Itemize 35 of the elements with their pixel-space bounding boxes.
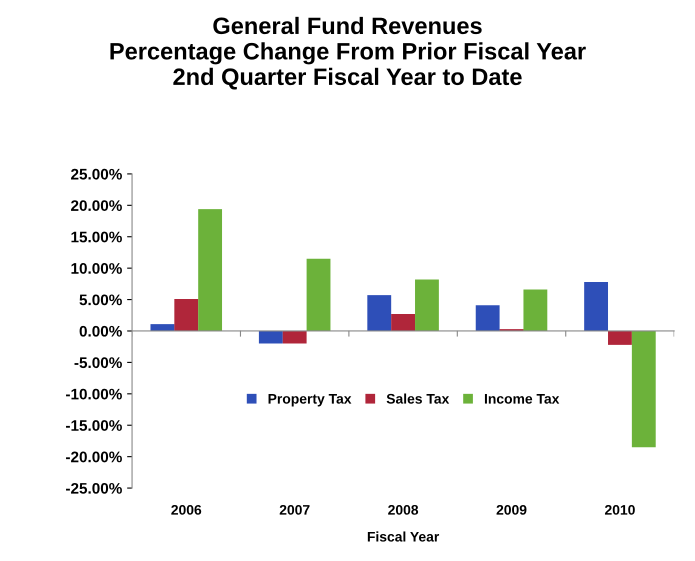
bar	[415, 279, 439, 331]
y-tick-label: 15.00%	[71, 232, 122, 242]
y-tick-label: 25.00%	[71, 168, 122, 180]
bar	[584, 282, 608, 331]
bar	[476, 305, 500, 331]
bar	[632, 330, 656, 448]
bar	[523, 290, 548, 331]
bar	[608, 330, 632, 345]
legend-label: Income Tax	[484, 394, 560, 404]
y-tick-label: -5.00%	[74, 357, 122, 368]
bar	[391, 314, 416, 331]
y-tick-label: 5.00%	[79, 294, 122, 306]
legend-label: Property Tax	[268, 394, 352, 406]
y-tick-label: 10.00%	[71, 263, 122, 274]
bar	[306, 258, 330, 331]
y-tick-label: 0.00%	[80, 326, 122, 337]
legend-label: Sales Tax	[386, 394, 450, 404]
bar	[282, 330, 307, 344]
y-tick-label: -25.00%	[66, 482, 122, 494]
y-tick-label: -20.00%	[66, 452, 122, 462]
x-tick-label: 2006	[171, 504, 202, 515]
y-tick-label: -10.00%	[66, 388, 122, 400]
x-tick-label: 2009	[496, 504, 526, 515]
bar	[150, 324, 174, 331]
x-tick-label: 2008	[388, 504, 418, 515]
y-tick-label: 20.00%	[71, 200, 122, 212]
x-tick-label: 2010	[604, 504, 635, 515]
bar	[174, 298, 198, 331]
x-axis-title: Fiscal Year	[368, 531, 440, 542]
x-tick-label: 2007	[280, 504, 310, 515]
bar	[258, 330, 283, 344]
chart-title: General Fund Revenues Percentage Change From Prior Fiscal Year 2nd Quarter Fiscal Year to Date	[110, 16, 586, 90]
y-tick-label: -15.00%	[66, 420, 122, 431]
bar	[367, 295, 392, 331]
bar	[198, 209, 222, 331]
